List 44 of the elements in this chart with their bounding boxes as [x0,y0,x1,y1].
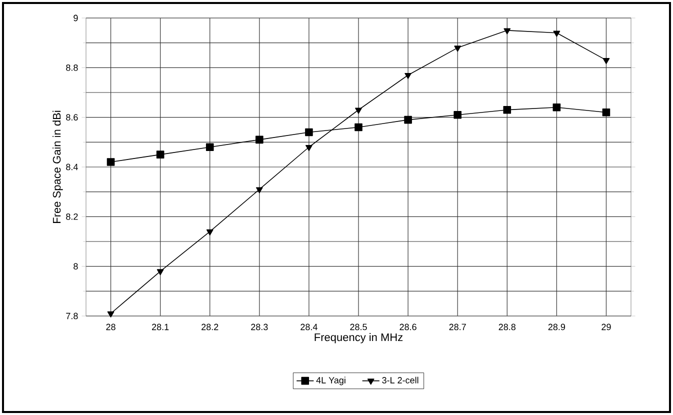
y-tick-label: 7.8 [66,312,78,320]
x-tick-label: 28.2 [202,324,218,330]
legend-label: 4L Yagi [316,376,346,386]
point [256,187,263,194]
point [107,311,114,318]
x-tick-label: 28.7 [449,324,466,330]
point [404,72,412,80]
point [503,106,512,114]
point [354,123,362,132]
x-tick-label: 28.1 [152,324,169,330]
point [552,103,561,112]
point [454,110,462,119]
point [256,136,264,144]
point [404,116,412,124]
point [156,150,164,158]
point [206,143,214,152]
y-tick-label: 8.2 [66,213,78,220]
x-tick-label: 28.8 [498,324,516,330]
y-tick-label: 8.8 [66,64,78,71]
x-tick-label: 28.9 [548,324,566,330]
x-axis-title: Frequency in MHz [314,333,403,344]
x-tick-label: 28.4 [300,324,318,330]
x-tick-label: 28.6 [400,324,416,330]
x-tick-label: 28.3 [251,324,268,330]
y-tick-label: 8.4 [66,164,78,170]
point [602,108,610,116]
x-tick-label: 29 [602,324,611,330]
y-tick-label: 8.6 [66,114,78,121]
point [206,229,214,236]
point [355,108,362,114]
legend-label: 3-L 2-cell [382,376,418,384]
point [553,30,560,37]
point [305,128,313,136]
point [156,269,164,276]
point [504,28,511,34]
x-tick-label: 28 [106,324,116,330]
point [106,158,115,166]
point [306,144,312,152]
y-tick-label: 8 [74,263,78,270]
point [454,46,462,52]
x-tick-label: 28.5 [350,324,367,330]
point [602,58,610,64]
y-tick-label: 9 [74,14,78,22]
y-axis-title: Free Space Gain in dBi [52,110,63,223]
